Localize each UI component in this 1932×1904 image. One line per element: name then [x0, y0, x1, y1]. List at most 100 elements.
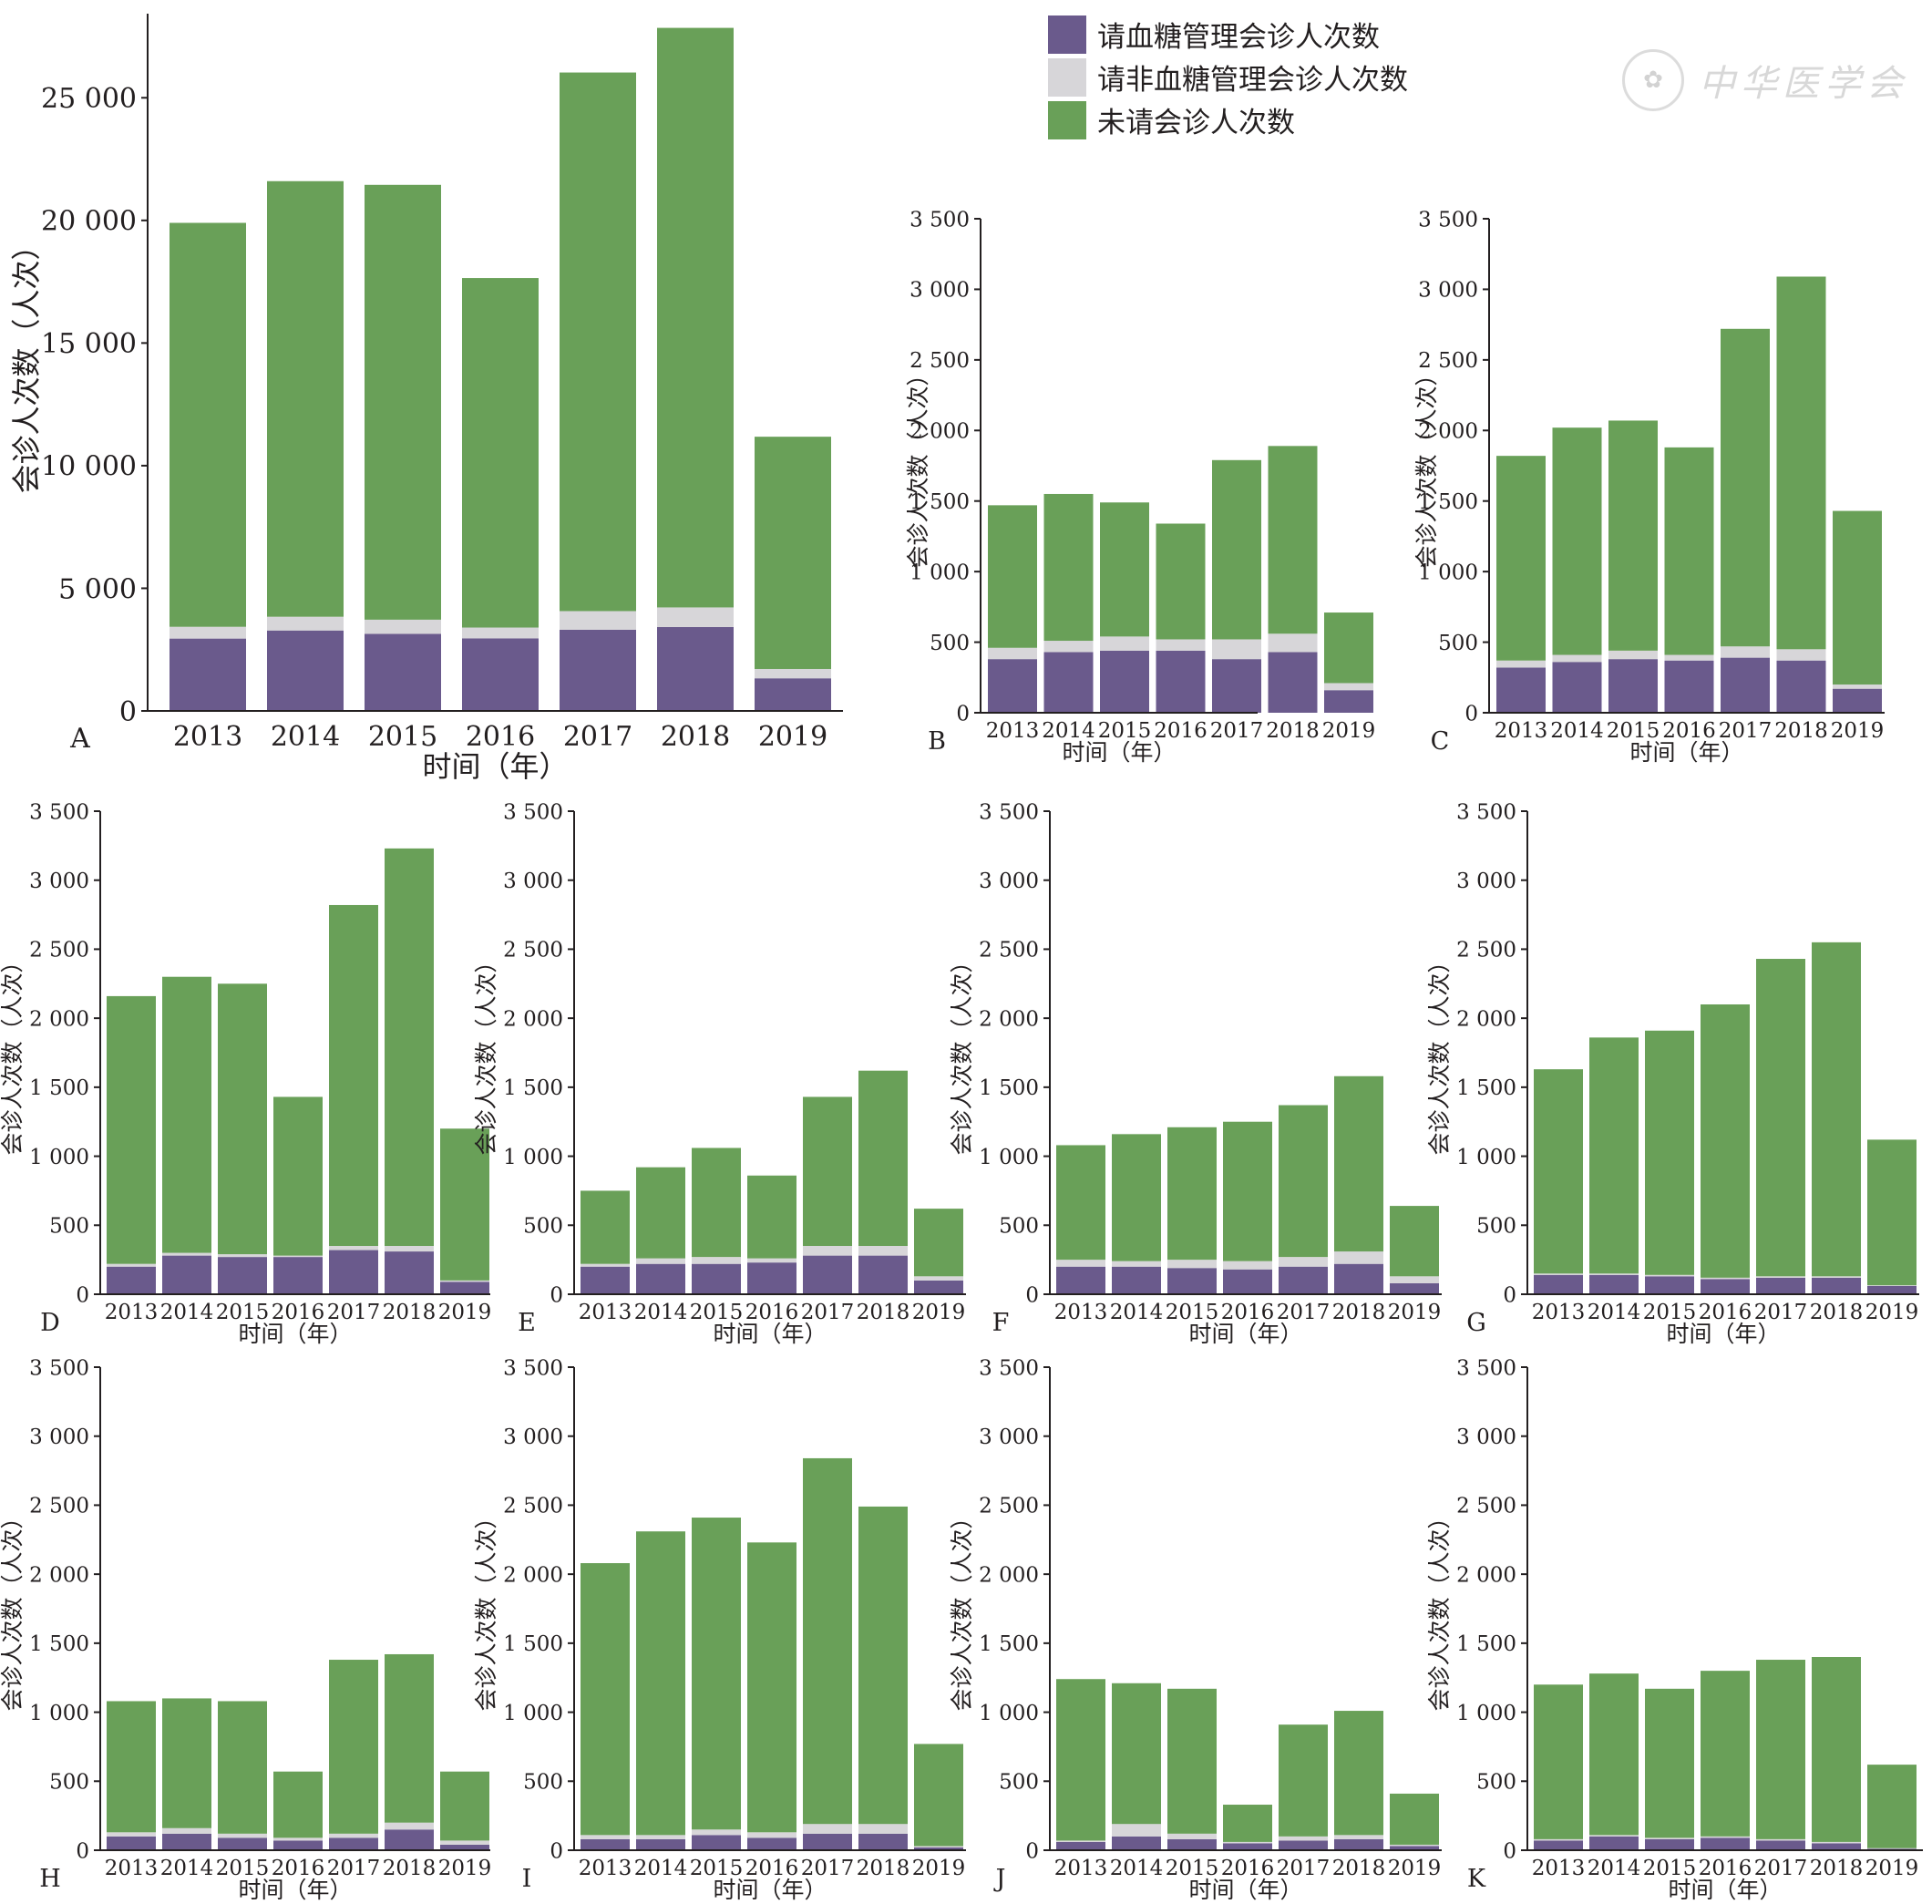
y-tick-label-g-3500: 3 500	[1456, 800, 1516, 824]
bar-h-2019-series-1	[440, 1844, 489, 1850]
bar-i-2013-series-1	[581, 1838, 630, 1850]
y-tick-label-e-1000: 1 000	[503, 1146, 563, 1169]
bar-h-2016-series-3	[273, 1771, 323, 1838]
bar-g-2015-series-1	[1645, 1276, 1694, 1294]
y-axis-title-f: 会诊人次数（人次）	[949, 950, 975, 1155]
bar-b-2019-series-3	[1324, 612, 1373, 684]
bar-d-2018-series-3	[385, 848, 434, 1246]
bar-f-2013-series-1	[1056, 1266, 1105, 1294]
x-tick-label-a-2013: 2013	[173, 721, 242, 753]
bar-e-2015-series-2	[692, 1257, 741, 1264]
y-tick-label-d-0: 0	[76, 1283, 89, 1307]
y-tick-label-c-2000: 2 000	[1418, 420, 1478, 444]
y-tick-label-g-500: 500	[1476, 1215, 1516, 1239]
bar-b-2015-series-2	[1100, 636, 1149, 651]
y-tick-label-d-1500: 1 500	[29, 1076, 89, 1100]
bar-d-2017-series-3	[329, 904, 378, 1246]
x-tick-label-a-2016: 2016	[466, 721, 535, 753]
bar-k-2015-series-1	[1645, 1838, 1694, 1850]
x-tick-label-b-2014: 2014	[1042, 719, 1095, 743]
bar-d-2017-series-2	[329, 1246, 378, 1250]
y-tick-label-i-3500: 3 500	[503, 1356, 563, 1380]
y-tick-label-d-2500: 2 500	[29, 939, 89, 962]
bar-i-2017-series-1	[803, 1833, 852, 1850]
bar-b-2016-series-1	[1156, 650, 1206, 713]
bar-b-2013-series-2	[988, 647, 1037, 660]
bar-b-2018-series-3	[1268, 446, 1318, 634]
y-tick-label-g-1500: 1 500	[1456, 1076, 1516, 1100]
bar-d-2018-series-2	[385, 1246, 434, 1252]
y-axis-title-b: 会诊人次数（人次）	[905, 363, 931, 568]
x-tick-label-a-2015: 2015	[368, 721, 437, 753]
x-tick-label-k-2015: 2015	[1643, 1857, 1697, 1880]
y-tick-label-f-0: 0	[1025, 1283, 1039, 1307]
bar-e-2016-series-2	[747, 1258, 796, 1263]
y-tick-label-f-3500: 3 500	[979, 800, 1039, 824]
bar-h-2014-series-2	[162, 1827, 211, 1834]
bar-a-2014-series-1	[267, 630, 344, 711]
bar-e-2019-series-3	[914, 1209, 963, 1277]
bar-b-2017-series-3	[1212, 459, 1261, 640]
x-tick-label-f-2015: 2015	[1166, 1301, 1219, 1324]
bar-e-2013-series-2	[581, 1263, 630, 1267]
y-tick-label-b-2000: 2 000	[909, 420, 970, 444]
bar-i-2015-series-2	[692, 1829, 741, 1836]
y-tick-label-c-3000: 3 000	[1418, 279, 1478, 303]
bar-d-2016-series-3	[273, 1096, 323, 1256]
bar-g-2017-series-2	[1756, 1276, 1805, 1278]
y-tick-label-e-0: 0	[550, 1283, 563, 1307]
panel-g: 2013 2014 2015 2016 2017 2018 2019 0 500 1 000 1 5…	[1426, 800, 1919, 1347]
bar-h-2018-series-3	[385, 1653, 434, 1823]
bar-e-2017-series-1	[803, 1255, 852, 1294]
bar-e-2018-series-3	[858, 1070, 908, 1246]
y-tick-label-d-2000: 2 000	[29, 1007, 89, 1031]
x-tick-label-b-2013: 2013	[986, 719, 1040, 743]
bar-c-2013-series-1	[1496, 667, 1546, 713]
y-tick-label-h-2000: 2 000	[29, 1563, 89, 1587]
x-tick-label-c-2017: 2017	[1719, 719, 1773, 743]
x-tick-label-c-2018: 2018	[1774, 719, 1828, 743]
bar-k-2015-series-3	[1645, 1688, 1694, 1838]
panel-c: 2013 2014 2015 2016 2017 2018 2019 0 500 1 000 1 5…	[1413, 208, 1885, 766]
x-tick-label-g-2015: 2015	[1643, 1301, 1697, 1324]
y-tick-label-h-2500: 2 500	[29, 1495, 89, 1518]
bar-j-2017-series-2	[1279, 1836, 1328, 1841]
bar-i-2013-series-3	[581, 1563, 630, 1836]
bar-a-2016-series-1	[462, 638, 539, 711]
y-tick-label-i-3000: 3 000	[503, 1425, 563, 1449]
bar-c-2016-series-2	[1664, 654, 1714, 661]
bar-a-2014-series-3	[267, 180, 344, 617]
y-tick-label-g-2500: 2 500	[1456, 939, 1516, 962]
y-tick-label-a-25000: 25 000	[41, 83, 137, 115]
y-tick-label-j-1500: 1 500	[979, 1632, 1039, 1656]
bar-j-2019-series-2	[1390, 1844, 1439, 1847]
bar-h-2018-series-1	[385, 1829, 434, 1850]
bar-a-2019-series-2	[755, 668, 831, 679]
x-tick-label-g-2016: 2016	[1699, 1301, 1752, 1324]
bar-b-2017-series-2	[1212, 639, 1261, 660]
x-tick-label-c-2019: 2019	[1831, 719, 1885, 743]
x-tick-label-k-2018: 2018	[1810, 1857, 1864, 1880]
bar-a-2018-series-2	[657, 607, 734, 627]
bar-k-2016-series-3	[1701, 1671, 1750, 1837]
bar-g-2016-series-2	[1701, 1277, 1750, 1280]
bar-g-2016-series-3	[1701, 1004, 1750, 1278]
bar-c-2018-series-1	[1776, 660, 1826, 713]
bar-h-2013-series-3	[107, 1701, 156, 1833]
bar-b-2014-series-1	[1043, 652, 1094, 713]
x-tick-label-h-2019: 2019	[438, 1857, 492, 1880]
y-tick-label-d-500: 500	[49, 1215, 89, 1239]
x-tick-label-j-2018: 2018	[1332, 1857, 1386, 1880]
y-tick-label-d-1000: 1 000	[29, 1146, 89, 1169]
y-tick-label-e-3000: 3 000	[503, 870, 563, 893]
x-tick-label-a-2014: 2014	[271, 721, 340, 753]
bar-k-2015-series-2	[1645, 1837, 1694, 1839]
bar-a-2018-series-1	[657, 626, 734, 711]
bar-e-2016-series-3	[747, 1175, 796, 1259]
y-tick-label-f-2500: 2 500	[979, 939, 1039, 962]
y-tick-label-g-0: 0	[1503, 1283, 1516, 1307]
x-tick-label-e-2014: 2014	[634, 1301, 688, 1324]
bar-g-2014-series-2	[1589, 1273, 1639, 1275]
bar-k-2017-series-1	[1756, 1840, 1805, 1850]
bar-h-2016-series-2	[273, 1837, 323, 1841]
